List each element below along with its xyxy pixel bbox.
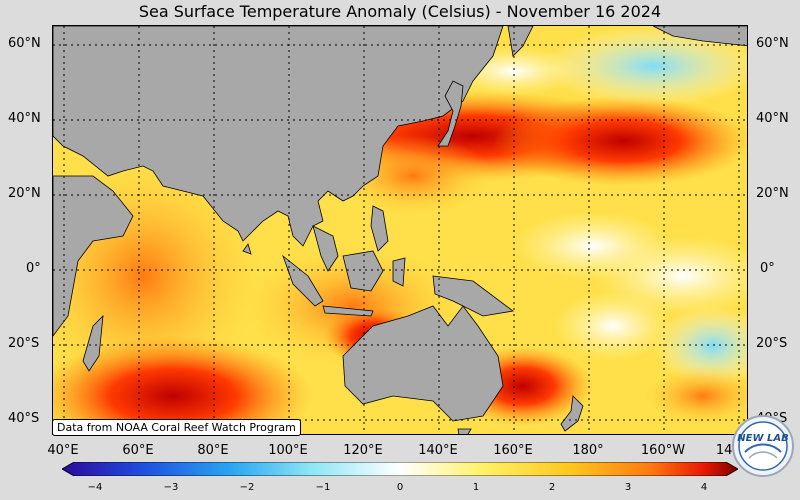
lon-label-140e: 140°E xyxy=(418,443,458,458)
colorbar-tick: 1 xyxy=(472,482,480,493)
sst-anomaly-map xyxy=(52,25,748,435)
lat-label-40n-left: 40°N xyxy=(8,111,41,126)
colorbar-tick: −2 xyxy=(239,482,255,493)
logo-text: NEW LAB xyxy=(737,433,789,444)
colorbar-tick: −1 xyxy=(315,482,331,493)
map-title: Sea Surface Temperature Anomaly (Celsius… xyxy=(138,2,662,21)
lon-label-120e: 120°E xyxy=(343,443,383,458)
lon-label-100e: 100°E xyxy=(268,443,308,458)
colorbar-gradient xyxy=(62,462,738,476)
lat-label-40s-left: 40°S xyxy=(8,411,40,426)
lat-label-60n-left: 60°N xyxy=(8,36,41,51)
lat-label-20n-left: 20°N xyxy=(8,186,41,201)
lat-label-20s-left: 20°S xyxy=(8,336,40,351)
land-masses xyxy=(53,26,747,434)
data-credit: Data from NOAA Coral Reef Watch Program xyxy=(52,419,301,436)
colorbar-tick: 4 xyxy=(700,482,708,493)
colorbar-tick: −3 xyxy=(163,482,179,493)
lon-label-60e: 60°E xyxy=(122,443,154,458)
lat-label-60n-right: 60°N xyxy=(756,36,789,51)
colorbar-tick: 2 xyxy=(548,482,556,493)
colorbar-tick: 3 xyxy=(624,482,632,493)
colorbar-tick: 0 xyxy=(396,482,404,493)
lon-label-180: 180° xyxy=(572,443,604,458)
lat-label-0-left: 0° xyxy=(26,261,41,276)
lat-label-20n-right: 20°N xyxy=(756,186,789,201)
lat-label-0-right: 0° xyxy=(760,261,775,276)
lat-label-20s-right: 20°S xyxy=(756,336,788,351)
new-lab-logo xyxy=(732,415,794,477)
lat-label-40n-right: 40°N xyxy=(756,111,789,126)
lon-label-80e: 80°E xyxy=(197,443,229,458)
lon-label-40e: 40°E xyxy=(47,443,79,458)
colorbar xyxy=(62,462,738,476)
colorbar-tick: −4 xyxy=(87,482,103,493)
lon-label-160w: 160°W xyxy=(640,443,686,458)
lon-label-160e: 160°E xyxy=(493,443,533,458)
